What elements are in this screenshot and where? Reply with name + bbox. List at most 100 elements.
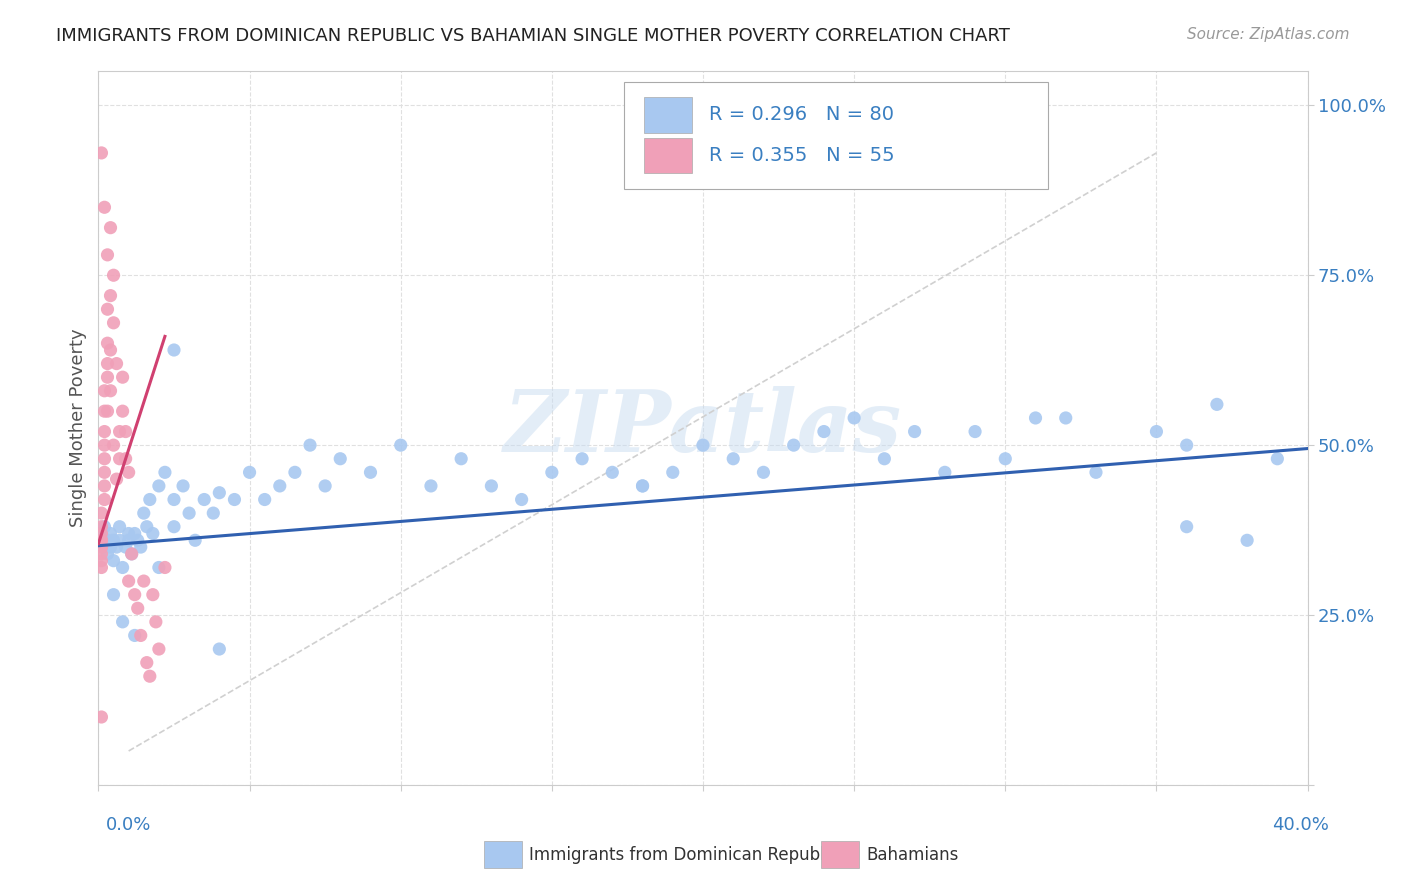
Point xyxy=(90,145,112,160)
Point xyxy=(132,506,155,520)
Point xyxy=(844,411,866,425)
Point xyxy=(90,540,112,554)
Point xyxy=(118,526,141,541)
Point xyxy=(540,466,562,480)
Point xyxy=(93,492,115,507)
Point xyxy=(111,560,134,574)
Point xyxy=(103,588,125,602)
Point xyxy=(114,425,136,439)
Point xyxy=(96,357,118,371)
Point xyxy=(224,492,246,507)
Point xyxy=(100,220,122,235)
Point xyxy=(105,472,128,486)
Point xyxy=(692,438,714,452)
Point xyxy=(314,479,336,493)
Point xyxy=(96,533,118,548)
Point xyxy=(139,669,162,683)
Point xyxy=(602,466,624,480)
Point xyxy=(299,438,322,452)
FancyBboxPatch shape xyxy=(644,137,692,173)
Point xyxy=(105,357,128,371)
Text: 0.0%: 0.0% xyxy=(105,816,150,834)
Point xyxy=(139,492,162,507)
Point xyxy=(142,526,165,541)
Point xyxy=(108,533,131,548)
Point xyxy=(184,533,207,548)
Point xyxy=(90,547,112,561)
Point xyxy=(783,438,806,452)
Y-axis label: Single Mother Poverty: Single Mother Poverty xyxy=(69,329,87,527)
Point xyxy=(118,533,141,548)
Point xyxy=(631,479,654,493)
Point xyxy=(132,574,155,588)
Point xyxy=(127,601,149,615)
Point xyxy=(163,492,186,507)
Point xyxy=(163,343,186,357)
Point xyxy=(193,492,215,507)
Point xyxy=(631,479,654,493)
Point xyxy=(111,370,134,384)
Point xyxy=(93,466,115,480)
Point xyxy=(389,438,412,452)
Point xyxy=(96,336,118,351)
Point xyxy=(153,466,176,480)
Point xyxy=(111,615,134,629)
Point xyxy=(96,370,118,384)
Point xyxy=(1054,411,1077,425)
Point xyxy=(1175,519,1198,533)
Point xyxy=(96,248,118,262)
Point xyxy=(103,438,125,452)
Point xyxy=(108,451,131,466)
Point xyxy=(1024,411,1046,425)
Point xyxy=(90,540,112,554)
Point xyxy=(108,519,131,533)
Point xyxy=(118,574,141,588)
Point xyxy=(93,479,115,493)
Point xyxy=(135,656,157,670)
Point xyxy=(148,642,170,657)
Text: Bahamians: Bahamians xyxy=(866,846,959,863)
Point xyxy=(1236,533,1258,548)
Point xyxy=(103,533,125,548)
Point xyxy=(208,485,231,500)
Point xyxy=(1175,438,1198,452)
Point xyxy=(90,526,112,541)
Point xyxy=(965,425,987,439)
Point xyxy=(100,526,122,541)
Point xyxy=(93,451,115,466)
Point xyxy=(90,554,112,568)
Point xyxy=(118,466,141,480)
Point xyxy=(93,438,115,452)
Point xyxy=(1206,397,1229,411)
Point xyxy=(93,519,115,533)
Point xyxy=(93,540,115,554)
Point xyxy=(129,628,152,642)
Point xyxy=(124,628,146,642)
Point xyxy=(90,506,112,520)
Point xyxy=(124,588,146,602)
Point xyxy=(571,451,593,466)
Point xyxy=(153,560,176,574)
Point xyxy=(100,343,122,357)
Point xyxy=(90,533,112,548)
Point xyxy=(813,425,835,439)
Point xyxy=(96,404,118,418)
Point xyxy=(90,533,112,548)
Point xyxy=(96,547,118,561)
Point xyxy=(124,526,146,541)
Point xyxy=(360,466,382,480)
Point xyxy=(145,615,167,629)
Point xyxy=(329,451,352,466)
Point xyxy=(752,466,775,480)
Point xyxy=(121,547,143,561)
Text: Source: ZipAtlas.com: Source: ZipAtlas.com xyxy=(1187,27,1350,42)
Point xyxy=(127,533,149,548)
Point xyxy=(202,506,225,520)
Text: R = 0.355   N = 55: R = 0.355 N = 55 xyxy=(709,146,894,165)
Point xyxy=(1267,451,1289,466)
Point xyxy=(108,425,131,439)
Point xyxy=(284,466,307,480)
Point xyxy=(93,404,115,418)
Point xyxy=(93,384,115,398)
Point xyxy=(90,710,112,724)
